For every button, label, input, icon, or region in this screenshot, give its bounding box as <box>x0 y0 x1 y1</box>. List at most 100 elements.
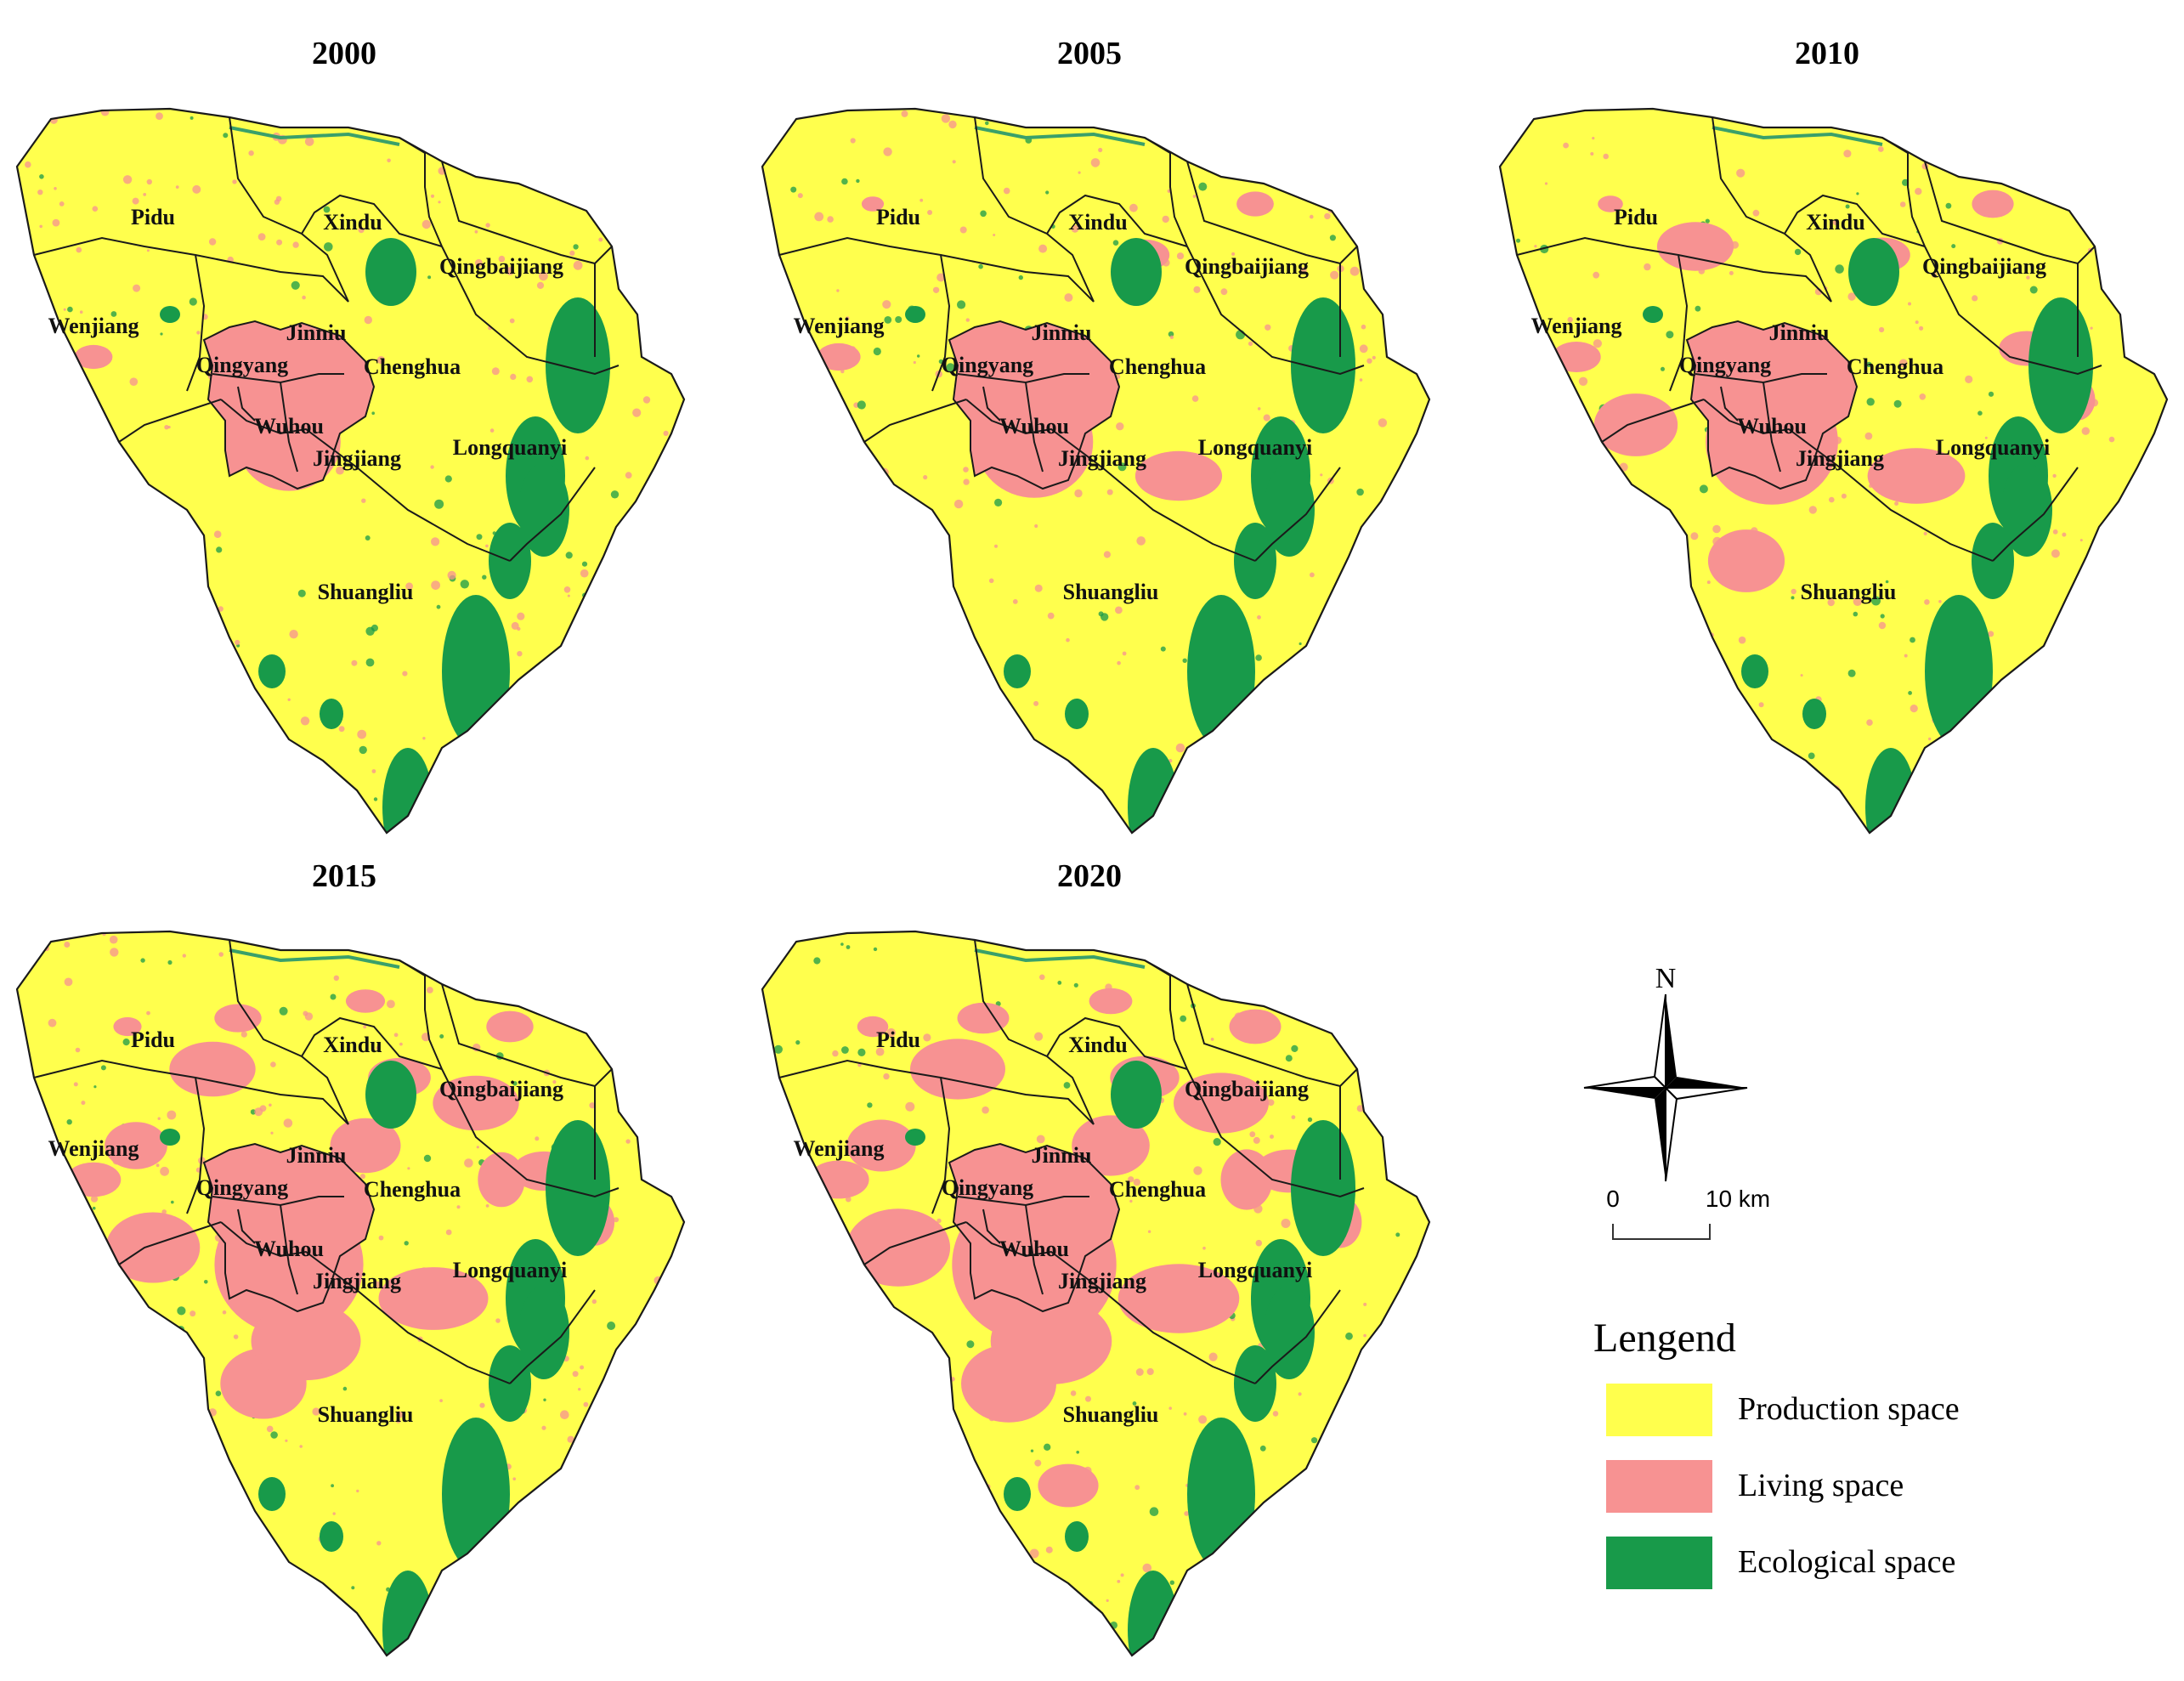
district-boundary <box>1025 382 1044 473</box>
land-speckle <box>1162 215 1169 224</box>
land-speckle <box>764 970 769 975</box>
land-speckle <box>127 1401 133 1406</box>
land-speckle <box>929 634 933 638</box>
land-speckle <box>512 1477 516 1480</box>
land-speckle <box>101 614 111 625</box>
land-speckle <box>787 699 795 707</box>
land-speckle <box>978 263 983 269</box>
land-speckle <box>300 716 310 726</box>
land-speckle <box>953 1645 962 1654</box>
land-speckle <box>1255 654 1262 661</box>
district-label-chenghua: Chenghua <box>1109 354 1206 379</box>
land-speckle <box>1928 737 1932 741</box>
living-space-patch <box>846 1208 951 1287</box>
map-panel-2020: 2020 Pidu Xindu Qingbaijiang Wenjiang Jinniu Q… <box>761 858 1431 1657</box>
land-speckle <box>1220 288 1228 296</box>
district-boundary <box>1144 959 1188 1070</box>
land-speckle <box>1034 524 1038 529</box>
land-speckle <box>919 198 924 202</box>
land-speckle <box>1342 1526 1348 1532</box>
land-speckle <box>1356 488 1364 496</box>
land-speckle <box>1198 182 1208 191</box>
land-speckle <box>483 120 489 126</box>
land-speckle <box>141 1559 146 1564</box>
land-speckle <box>1371 1028 1381 1039</box>
land-speckle <box>662 1132 665 1135</box>
north-arrow: N <box>1583 963 1748 1182</box>
district-boundary <box>982 386 1001 422</box>
land-speckle <box>127 1483 134 1491</box>
land-speckle <box>1338 752 1348 762</box>
land-speckle <box>427 275 432 280</box>
land-speckle <box>506 267 515 275</box>
land-speckle <box>1310 572 1315 578</box>
land-speckle <box>441 807 450 817</box>
land-speckle <box>1948 738 1955 744</box>
land-speckle <box>336 466 344 475</box>
land-speckle <box>192 184 201 194</box>
district-label-chenghua: Chenghua <box>1847 354 1944 379</box>
land-speckle <box>918 1401 926 1410</box>
land-speckle <box>918 547 921 552</box>
land-speckle <box>762 1137 767 1143</box>
land-speckle <box>450 944 458 953</box>
living-space-patch <box>817 342 861 371</box>
land-speckle <box>567 1435 574 1443</box>
land-speckle <box>430 537 440 546</box>
land-speckle <box>1263 414 1270 422</box>
land-speckle <box>2019 764 2025 769</box>
land-speckle <box>2024 730 2028 734</box>
land-speckle <box>1270 1135 1274 1139</box>
urban-core-living-space <box>949 1144 1119 1311</box>
district-boundary <box>118 399 222 443</box>
land-speckle <box>40 787 46 793</box>
land-speckle <box>405 582 413 591</box>
land-speckle <box>129 1593 134 1599</box>
land-speckle <box>948 120 957 129</box>
land-speckle <box>75 1047 81 1053</box>
ecological-space-patch <box>1004 1477 1031 1511</box>
land-speckle <box>1581 562 1588 569</box>
land-speckle <box>1306 721 1314 728</box>
land-speckle <box>1116 422 1124 431</box>
district-boundary <box>301 194 443 247</box>
land-speckle <box>57 1429 65 1437</box>
land-speckle <box>936 1446 941 1451</box>
district-boundary <box>509 467 596 562</box>
land-speckle <box>48 704 54 708</box>
land-speckle <box>122 175 133 184</box>
land-speckle <box>1548 518 1557 527</box>
ecological-space-patch <box>1925 595 1993 748</box>
land-speckle <box>1418 134 1426 142</box>
land-speckle <box>946 679 950 684</box>
land-speckle <box>312 1407 320 1416</box>
land-speckle <box>2062 631 2068 637</box>
land-speckle <box>1597 477 1604 484</box>
land-speckle <box>665 671 674 681</box>
land-speckle <box>1117 660 1121 665</box>
land-speckle <box>2123 725 2130 733</box>
land-speckle <box>825 603 829 608</box>
ecological-space-patch <box>1264 1286 1315 1379</box>
land-speckle <box>1268 1593 1276 1601</box>
land-speckle <box>665 1440 670 1444</box>
river-line <box>974 126 1146 146</box>
land-speckle <box>883 1073 890 1080</box>
land-speckle <box>1540 665 1549 674</box>
land-speckle <box>1417 173 1427 184</box>
land-speckle <box>1396 1442 1406 1451</box>
land-speckle <box>2054 778 2061 784</box>
land-speckle <box>1349 182 1353 186</box>
land-speckle <box>603 1417 608 1422</box>
district-label-longquanyi: Longquanyi <box>1198 1258 1312 1282</box>
land-speckle <box>2062 532 2067 537</box>
land-speckle <box>927 210 933 215</box>
land-speckle <box>1257 407 1261 410</box>
land-speckle <box>886 1027 896 1038</box>
land-speckle <box>952 160 956 164</box>
district-label-wuhou: Wuhou <box>254 414 324 439</box>
land-speckle <box>41 1452 50 1461</box>
district-label-longquanyi: Longquanyi <box>1198 435 1312 460</box>
living-space-patch <box>1117 1264 1240 1333</box>
land-speckle <box>936 1218 942 1224</box>
